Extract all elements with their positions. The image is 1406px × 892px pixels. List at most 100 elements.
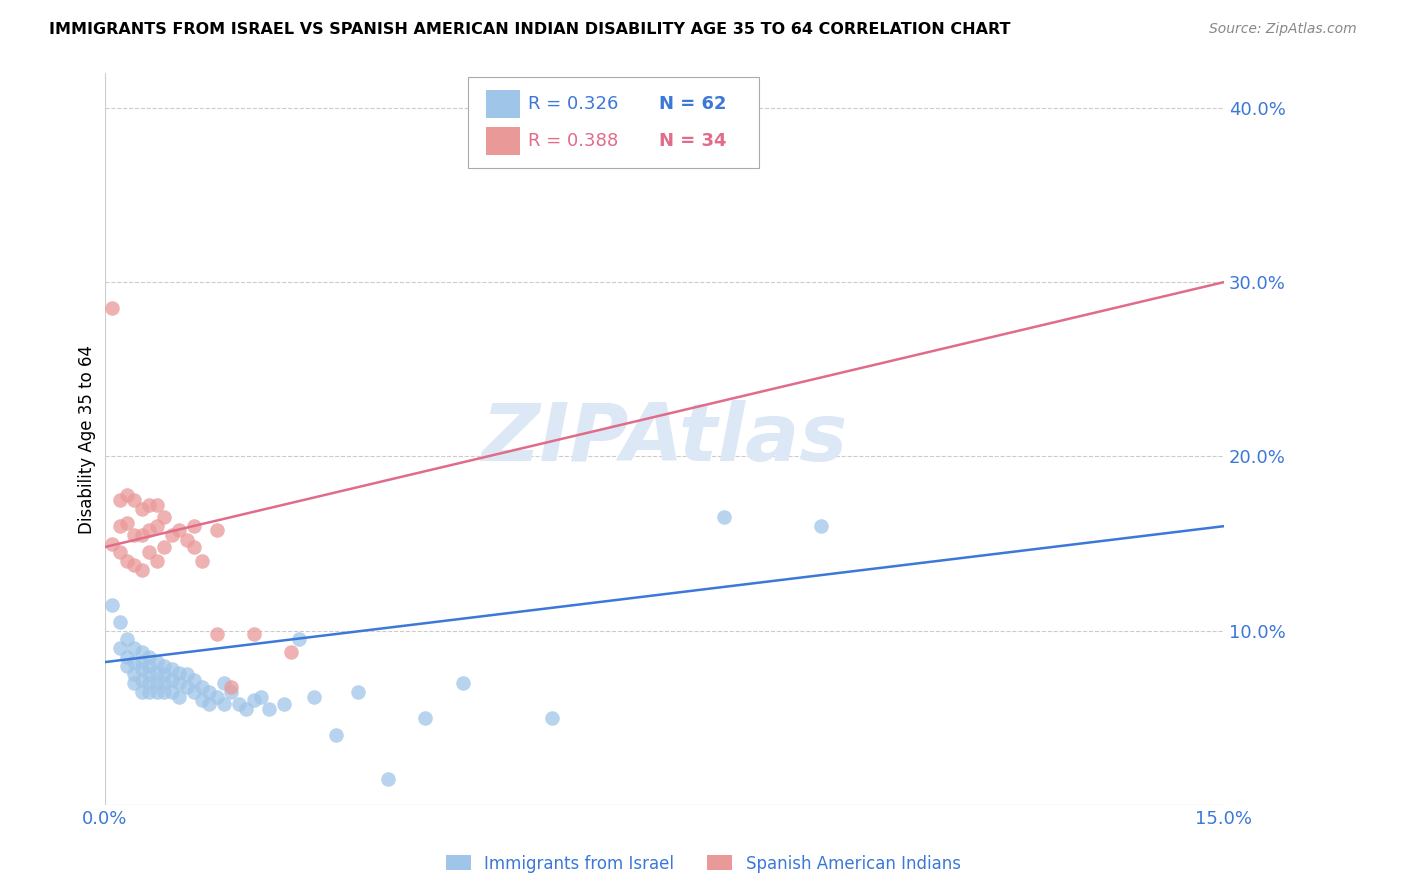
Point: [153, 685, 176, 699]
Point: [183, 685, 205, 699]
FancyBboxPatch shape: [486, 90, 520, 118]
Point: [221, 680, 243, 694]
Point: [198, 685, 221, 699]
Point: [167, 690, 190, 704]
Point: [131, 528, 153, 542]
Point: [257, 702, 280, 716]
Point: [205, 523, 228, 537]
Point: [176, 533, 198, 548]
Point: [347, 685, 370, 699]
Point: [287, 632, 309, 647]
Point: [101, 536, 124, 550]
Point: [115, 488, 138, 502]
Point: [273, 697, 295, 711]
Point: [153, 540, 176, 554]
Point: [183, 673, 205, 687]
Point: [124, 493, 146, 508]
Point: [108, 641, 131, 656]
Point: [138, 649, 160, 664]
Point: [153, 510, 176, 524]
Point: [138, 685, 160, 699]
Point: [124, 528, 146, 542]
Point: [451, 676, 474, 690]
Point: [131, 662, 153, 676]
Text: ZIPAtlas: ZIPAtlas: [481, 400, 848, 478]
Point: [146, 498, 169, 512]
Point: [325, 728, 347, 742]
Point: [146, 676, 169, 690]
Text: N = 34: N = 34: [658, 132, 725, 150]
Point: [243, 627, 266, 641]
Text: Source: ZipAtlas.com: Source: ZipAtlas.com: [1209, 22, 1357, 37]
Text: R = 0.326: R = 0.326: [527, 95, 619, 113]
Point: [690, 150, 713, 164]
Point: [243, 693, 266, 707]
Point: [167, 523, 190, 537]
Point: [131, 685, 153, 699]
Text: IMMIGRANTS FROM ISRAEL VS SPANISH AMERICAN INDIAN DISABILITY AGE 35 TO 64 CORREL: IMMIGRANTS FROM ISRAEL VS SPANISH AMERIC…: [49, 22, 1011, 37]
Text: N = 62: N = 62: [658, 95, 725, 113]
Point: [183, 519, 205, 533]
Point: [131, 673, 153, 687]
Point: [138, 658, 160, 673]
Point: [131, 645, 153, 659]
Y-axis label: Disability Age 35 to 64: Disability Age 35 to 64: [79, 344, 96, 533]
Point: [124, 667, 146, 681]
Point: [138, 667, 160, 681]
Point: [131, 501, 153, 516]
Point: [810, 519, 832, 533]
Point: [108, 615, 131, 629]
Point: [183, 540, 205, 554]
Point: [250, 690, 273, 704]
Point: [138, 498, 160, 512]
Point: [101, 598, 124, 612]
Point: [190, 554, 212, 568]
Point: [280, 645, 302, 659]
Legend: Immigrants from Israel, Spanish American Indians: Immigrants from Israel, Spanish American…: [439, 848, 967, 880]
Point: [167, 665, 190, 680]
Point: [302, 690, 325, 704]
Point: [146, 655, 169, 669]
Point: [212, 697, 235, 711]
Point: [108, 493, 131, 508]
Point: [138, 523, 160, 537]
Point: [221, 685, 243, 699]
Point: [160, 685, 183, 699]
Point: [115, 554, 138, 568]
Point: [138, 545, 160, 559]
Point: [146, 554, 169, 568]
Point: [205, 627, 228, 641]
Point: [160, 662, 183, 676]
Point: [153, 667, 176, 681]
Point: [108, 519, 131, 533]
Point: [415, 711, 437, 725]
Point: [146, 685, 169, 699]
Text: R = 0.388: R = 0.388: [527, 132, 617, 150]
FancyBboxPatch shape: [486, 127, 520, 155]
Point: [146, 519, 169, 533]
Point: [541, 711, 564, 725]
Point: [176, 680, 198, 694]
Point: [167, 676, 190, 690]
Point: [124, 676, 146, 690]
Point: [124, 641, 146, 656]
Point: [153, 658, 176, 673]
Point: [228, 697, 250, 711]
Point: [115, 516, 138, 530]
Point: [115, 632, 138, 647]
Point: [138, 676, 160, 690]
Point: [101, 301, 124, 316]
Point: [124, 655, 146, 669]
Point: [131, 563, 153, 577]
Point: [115, 649, 138, 664]
Point: [198, 697, 221, 711]
Point: [108, 545, 131, 559]
Point: [212, 676, 235, 690]
Point: [190, 693, 212, 707]
Point: [190, 680, 212, 694]
Point: [153, 676, 176, 690]
Point: [115, 658, 138, 673]
Point: [205, 690, 228, 704]
FancyBboxPatch shape: [468, 77, 759, 169]
Point: [131, 655, 153, 669]
